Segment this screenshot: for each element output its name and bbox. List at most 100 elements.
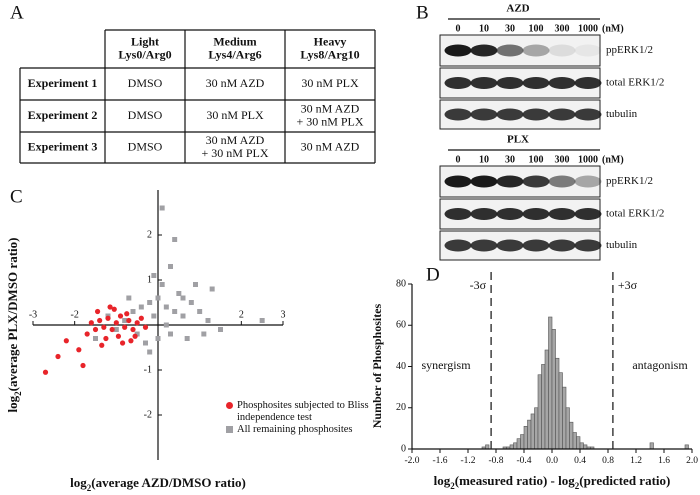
data-point <box>105 315 111 321</box>
bar <box>576 436 581 450</box>
data-point <box>163 304 169 310</box>
blot-title: AZD <box>506 3 529 15</box>
data-point <box>168 331 173 337</box>
table-cell: + 30 nM PLX <box>296 114 363 128</box>
table-cell: DMSO <box>128 108 163 122</box>
threshold-label: -3σ <box>470 278 487 292</box>
blot-band <box>444 239 472 252</box>
concentration: 1000 <box>578 154 598 165</box>
bar <box>485 444 490 450</box>
blot-band <box>522 44 550 57</box>
row-header: Experiment 1 <box>28 76 98 90</box>
data-point <box>93 336 98 341</box>
x-tick-label: 0.4 <box>574 456 586 466</box>
x-tick-label: 3 <box>281 309 286 320</box>
bar <box>513 442 518 450</box>
blot-band <box>444 175 472 188</box>
unit: (nM) <box>602 23 624 34</box>
column-header: Light <box>131 34 159 48</box>
blot-band <box>470 77 498 89</box>
y-tick-label: -1 <box>144 364 152 375</box>
axis-title: log2(measured ratio) - log2(predicted ra… <box>434 473 671 491</box>
blot-band <box>496 239 524 252</box>
bar <box>572 432 577 450</box>
data-point <box>143 340 148 346</box>
axis-title-part: log <box>70 475 87 490</box>
data-point <box>159 205 165 211</box>
data-point <box>180 313 186 319</box>
data-point <box>209 286 215 292</box>
blot-band <box>522 208 550 220</box>
y-tick-label: 1 <box>147 274 152 285</box>
axis-title-part: (measured ratio) - log <box>455 473 575 488</box>
y-tick-label: 0 <box>401 443 406 454</box>
row-header: Experiment 2 <box>28 108 98 122</box>
data-point <box>84 331 90 337</box>
row-header: Experiment 3 <box>28 139 98 153</box>
data-point <box>218 327 223 332</box>
data-point <box>101 324 107 330</box>
y-tick-label: 2 <box>147 229 152 240</box>
legend-symbol <box>226 426 233 433</box>
y-tick-label: 60 <box>396 320 406 331</box>
x-tick-label: -3 <box>29 309 37 320</box>
bar <box>537 374 542 450</box>
blot-band <box>496 77 524 89</box>
column-header: Lys4/Arg6 <box>208 47 261 61</box>
blot-band <box>496 208 524 220</box>
bar <box>544 349 549 450</box>
x-tick-label: -2 <box>70 309 78 320</box>
panel-label: B <box>416 2 429 23</box>
bar <box>523 426 528 450</box>
x-tick-label: 0.8 <box>602 456 614 466</box>
bar <box>551 329 556 450</box>
axis-title-part: 2 <box>13 391 23 396</box>
blot-band <box>470 175 498 188</box>
blot-row-label: ppERK1/2 <box>606 44 653 56</box>
data-point <box>134 331 140 337</box>
axis-title-part: (average PLX/DMSO ratio) <box>5 238 20 392</box>
x-tick-label: 0.0 <box>546 456 558 466</box>
x-tick-label: -1.6 <box>432 456 447 466</box>
data-point <box>88 320 94 326</box>
bar <box>684 444 689 450</box>
x-tick-label: -0.4 <box>516 456 531 466</box>
data-point <box>109 326 115 333</box>
data-point <box>172 309 178 314</box>
blot-band <box>574 208 602 220</box>
bar <box>558 372 563 450</box>
blot-band <box>470 208 498 220</box>
data-point <box>180 295 186 301</box>
blot-band <box>548 108 576 121</box>
legend: Phosphosites subjected to Bliss independ… <box>226 400 371 435</box>
data-point <box>126 317 132 324</box>
blot-row-label: total ERK1/2 <box>606 77 664 89</box>
blot-band <box>522 77 550 89</box>
blot-band <box>548 239 576 252</box>
data-point <box>113 320 119 326</box>
blot-band <box>548 77 576 89</box>
blot-title: PLX <box>507 134 529 146</box>
blot-row-label: total ERK1/2 <box>606 208 664 220</box>
blot-row-label: tubulin <box>606 239 638 251</box>
data-point <box>113 327 119 332</box>
bar <box>579 442 584 450</box>
x-tick-label: -2.0 <box>404 456 419 466</box>
data-point <box>132 333 138 339</box>
axis-title-part: 2 <box>450 481 455 491</box>
data-point <box>151 313 157 319</box>
axis-title-part: (average AZD/DMSO ratio) <box>91 475 246 490</box>
legend-symbol <box>226 402 233 409</box>
axis-title-part: log <box>434 473 451 488</box>
axis-title: log2(average AZD/DMSO ratio) <box>70 475 246 493</box>
bar <box>555 357 560 450</box>
y-tick-label: -2 <box>144 409 152 420</box>
column-header: Heavy <box>314 34 347 48</box>
data-point <box>172 237 178 242</box>
blot-band <box>548 208 576 220</box>
blot-band <box>522 108 550 121</box>
legend-entry: Phosphosites subjected to Bliss independ… <box>226 400 371 424</box>
table-cell: 30 nM AZD <box>206 76 265 90</box>
bar <box>530 413 535 450</box>
